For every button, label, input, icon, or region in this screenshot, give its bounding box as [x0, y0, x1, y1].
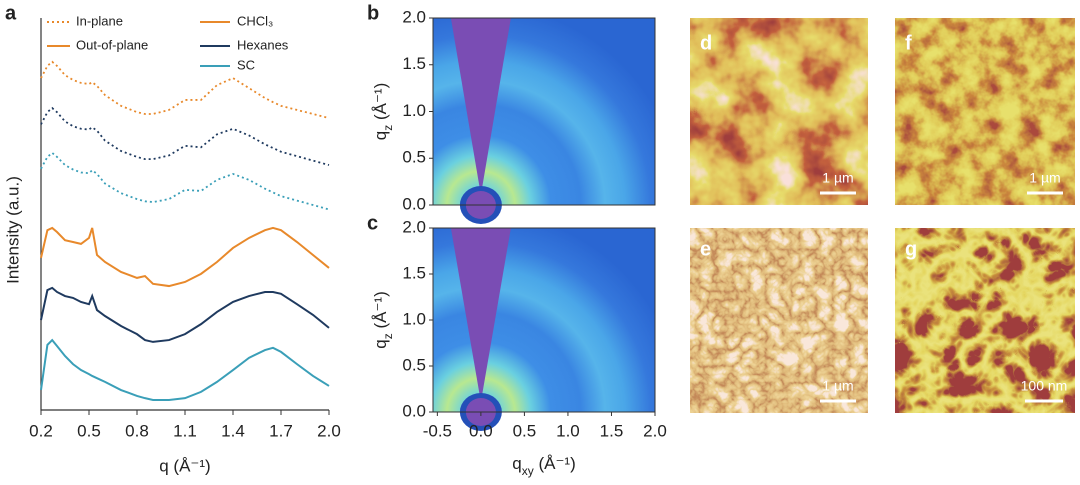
- axis-label-sub: xy: [522, 464, 534, 478]
- scale-bar-label: 1 µm: [822, 378, 853, 394]
- axis-label-symbol: q: [371, 339, 390, 348]
- curve: [40, 286, 330, 343]
- legend-label: In-plane: [76, 13, 123, 28]
- y-tick-label: 0.0: [402, 401, 426, 420]
- x-axis-label: q (Å⁻¹): [159, 456, 210, 475]
- y-tick-label: 0.0: [402, 194, 426, 213]
- curve: [40, 106, 330, 166]
- y-tick-label: 1.0: [402, 101, 426, 120]
- axis-label-symbol: q: [371, 131, 390, 140]
- axis-label-sub: z: [381, 125, 395, 131]
- axis-label: qxy (Å⁻¹): [512, 454, 576, 478]
- panel-label: e: [700, 238, 711, 260]
- panel-label: b: [367, 2, 379, 24]
- curve: [40, 338, 330, 402]
- beam-wedge: [450, 18, 511, 195]
- legend-label: CHCl₃: [237, 13, 273, 28]
- legend-label: Hexanes: [237, 37, 289, 52]
- axis-label-unit: (Å⁻¹): [371, 291, 390, 333]
- micrograph-image: [690, 228, 868, 413]
- legend-label: Out-of-plane: [76, 37, 148, 52]
- x-tick-label: 1.5: [600, 421, 624, 440]
- axis-label: qz (Å⁻¹): [371, 291, 395, 349]
- x-tick-label: 2.0: [643, 421, 667, 440]
- x-tick-label: 1.7: [269, 421, 293, 440]
- y-tick-label: 1.5: [402, 263, 426, 282]
- scale-bar-label: 100 nm: [1021, 378, 1068, 394]
- curve: [40, 60, 330, 119]
- axis-label-unit: (Å⁻¹): [534, 454, 576, 473]
- axis-line: [40, 18, 329, 411]
- x-tick-label: 0.8: [125, 421, 149, 440]
- micrograph-image: [895, 18, 1075, 205]
- scale-bar-label: 1 µm: [822, 170, 853, 186]
- scale-bar-label: 1 µm: [1029, 170, 1060, 186]
- x-tick-label: 0.5: [513, 421, 537, 440]
- x-tick-label: 2.0: [317, 421, 341, 440]
- panel-label: c: [367, 212, 378, 234]
- x-tick-label: 1.4: [221, 421, 245, 440]
- y-axis-label: Intensity (a.u.): [3, 176, 22, 284]
- panel-label: a: [5, 2, 17, 24]
- x-tick-label: -0.5: [423, 421, 452, 440]
- x-tick-label: 1.1: [173, 421, 197, 440]
- legend-label: SC: [237, 57, 255, 72]
- axis-label: qz (Å⁻¹): [371, 83, 395, 141]
- y-tick-label: 2.0: [402, 7, 426, 26]
- y-tick-label: 0.5: [402, 148, 426, 167]
- curve: [40, 151, 330, 211]
- x-tick-label: 0.0: [469, 421, 493, 440]
- panel-label: g: [905, 238, 917, 260]
- x-tick-label: 1.0: [556, 421, 580, 440]
- micrograph-image: [895, 228, 1075, 413]
- y-tick-label: 1.0: [402, 309, 426, 328]
- axis-label-unit: (Å⁻¹): [371, 83, 390, 125]
- y-tick-label: 0.5: [402, 355, 426, 374]
- panel-label: f: [905, 32, 912, 54]
- y-tick-label: 2.0: [402, 217, 426, 236]
- beam-wedge: [450, 228, 511, 402]
- x-tick-label: 0.5: [77, 421, 101, 440]
- panel-label: d: [700, 32, 712, 54]
- micrograph-image: [690, 18, 868, 205]
- y-tick-label: 1.5: [402, 54, 426, 73]
- axis-label-sub: z: [381, 333, 395, 339]
- curve: [40, 226, 330, 288]
- axis-label-symbol: q: [512, 454, 521, 473]
- x-tick-label: 0.2: [29, 421, 53, 440]
